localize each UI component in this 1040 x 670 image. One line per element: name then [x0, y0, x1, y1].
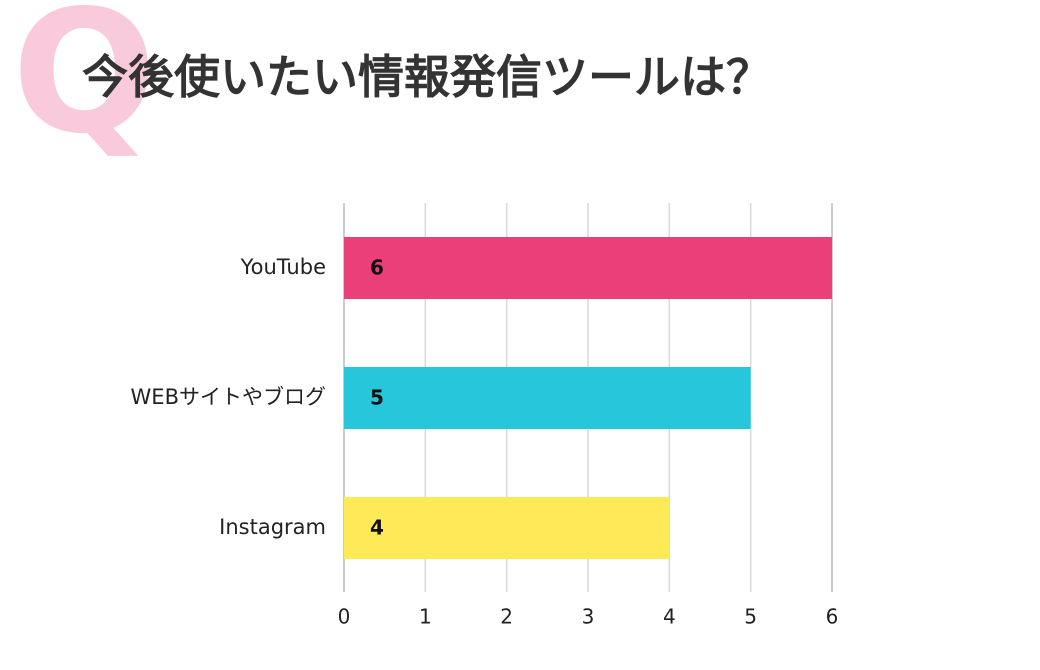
x-tick-label: 6 [826, 605, 839, 629]
x-tick-label: 1 [419, 605, 432, 629]
category-labels: YouTube WEBサイトやブログ Instagram [131, 255, 326, 539]
x-tick-label: 0 [338, 605, 351, 629]
x-tick-label: 4 [663, 605, 676, 629]
bar [344, 237, 832, 299]
x-axis-ticks: 0 1 2 3 4 5 6 [338, 605, 839, 629]
data-labels: 6 5 4 [370, 256, 384, 540]
bar [344, 497, 670, 559]
page-title: 今後使いたい情報発信ツールは？ [82, 50, 772, 104]
category-label: WEBサイトやブログ [131, 385, 326, 409]
data-label: 4 [370, 516, 384, 540]
category-label: YouTube [240, 255, 326, 279]
data-label: 6 [370, 256, 384, 280]
category-label: Instagram [219, 515, 326, 539]
bars [344, 237, 832, 559]
bar [344, 367, 751, 429]
data-label: 5 [370, 386, 384, 410]
q-mark-decoration: Q [12, 0, 157, 172]
x-tick-label: 2 [500, 605, 513, 629]
x-tick-label: 5 [744, 605, 757, 629]
x-tick-label: 3 [582, 605, 595, 629]
